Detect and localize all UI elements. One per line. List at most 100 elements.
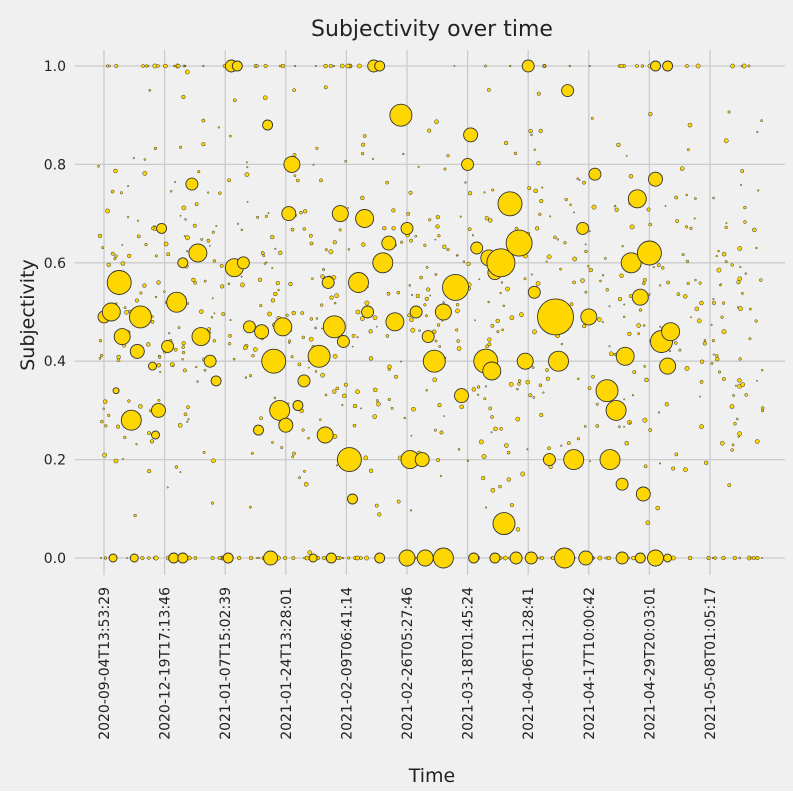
scatter-point (632, 370, 637, 375)
scatter-point (601, 321, 604, 323)
scatter-point (307, 344, 331, 368)
scatter-point (608, 351, 614, 357)
scatter-point (481, 476, 486, 481)
scatter-point (187, 418, 190, 421)
scatter-point (185, 235, 190, 241)
scatter-point (104, 424, 108, 428)
scatter-point (576, 437, 580, 441)
scatter-point (403, 416, 406, 420)
scatter-point (400, 221, 414, 235)
scatter-point (462, 260, 466, 263)
scatter-point (642, 417, 648, 423)
scatter-point (756, 130, 759, 133)
x-tick-label: 2021-05-08T01:05:17 (703, 587, 719, 740)
scatter-point (703, 339, 707, 342)
scatter-point (263, 64, 268, 68)
scatter-point (666, 280, 670, 285)
scatter-point (303, 556, 306, 560)
scatter-point (188, 243, 208, 263)
x-tick-label: 2020-12-19T17:13:46 (158, 587, 174, 740)
scatter-point (424, 314, 428, 318)
scatter-point (411, 406, 416, 412)
scatter-point (97, 233, 103, 239)
scatter-point (312, 163, 315, 166)
scatter-point (265, 261, 268, 264)
scatter-point (232, 357, 236, 361)
scatter-point (721, 377, 726, 381)
scatter-point (308, 233, 313, 238)
scatter-point (643, 365, 647, 368)
scatter-point (256, 215, 260, 219)
scatter-point (556, 238, 559, 241)
scatter-point (734, 384, 737, 387)
scatter-point (100, 419, 104, 424)
scatter-point (281, 206, 297, 222)
scatter-point (179, 145, 183, 149)
scatter-point (737, 378, 742, 383)
scatter-point (455, 328, 459, 332)
scatter-point (385, 334, 390, 338)
scatter-point (659, 357, 677, 375)
scatter-point (685, 64, 689, 68)
scatter-point (470, 241, 484, 255)
scatter-point (687, 555, 693, 561)
scatter-point (520, 471, 526, 477)
scatter-point (290, 355, 294, 359)
scatter-point (255, 64, 259, 68)
scatter-point (113, 257, 117, 261)
scatter-point (645, 520, 651, 525)
scatter-point (98, 339, 103, 343)
scatter-point (559, 267, 562, 271)
scatter-point (549, 215, 552, 218)
scatter-point (362, 134, 367, 138)
scatter-point (539, 198, 544, 204)
scatter-point (269, 399, 291, 421)
scatter-point (543, 64, 547, 68)
scatter-point (176, 63, 181, 69)
scatter-point (236, 222, 239, 225)
scatter-point (336, 335, 350, 348)
scatter-point (257, 556, 260, 560)
scatter-point (97, 164, 100, 168)
scatter-point (588, 230, 591, 233)
scatter-point (526, 448, 529, 451)
scatter-point (568, 64, 572, 68)
scatter-point (263, 262, 267, 265)
scatter-point (702, 341, 707, 346)
scatter-point (156, 64, 160, 68)
scatter-point (634, 552, 646, 564)
scatter-point (679, 166, 685, 171)
scatter-point (655, 505, 660, 511)
scatter-point (385, 180, 389, 185)
scatter-point (129, 343, 145, 359)
scatter-point (459, 404, 464, 410)
scatter-point (684, 225, 689, 229)
scatter-point (595, 379, 619, 403)
scatter-point (699, 380, 704, 384)
scatter-point (642, 324, 646, 327)
scatter-point (699, 395, 701, 398)
scatter-point (429, 294, 432, 297)
scatter-point (457, 448, 461, 451)
scatter-point (320, 372, 325, 378)
scatter-point (503, 140, 509, 146)
scatter-point (181, 358, 184, 361)
scatter-point (115, 424, 121, 429)
scatter-point (173, 64, 176, 68)
scatter-point (134, 298, 139, 303)
scatter-point (498, 484, 502, 489)
scatter-point (668, 349, 671, 353)
scatter-point (580, 308, 598, 326)
scatter-point (343, 382, 348, 387)
scatter-point (724, 260, 728, 264)
scatter-point (487, 300, 490, 304)
scatter-point (530, 273, 533, 276)
scatter-point (147, 469, 152, 474)
scatter-point (597, 317, 602, 322)
scatter-point (509, 503, 514, 508)
scatter-point (625, 154, 628, 157)
scatter-point (730, 263, 734, 267)
scatter-point (102, 399, 108, 404)
scatter-point (587, 265, 590, 268)
scatter-point (455, 254, 458, 257)
